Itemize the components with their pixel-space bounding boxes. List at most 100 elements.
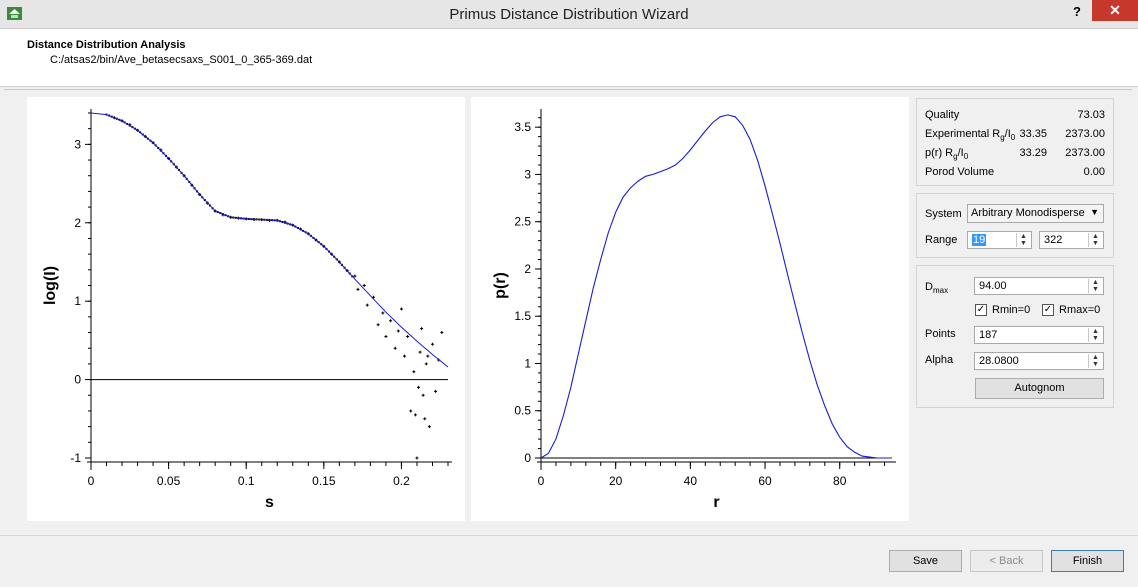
data-point bbox=[381, 311, 385, 315]
pr-i0-value: 2373.00 bbox=[1065, 147, 1105, 159]
data-point bbox=[365, 303, 369, 307]
stepper-up-icon[interactable]: ▲ bbox=[1092, 328, 1099, 335]
dmax-label-text: D bbox=[925, 281, 933, 293]
data-point bbox=[413, 413, 417, 417]
y-tick-label: 0 bbox=[74, 373, 81, 387]
fit-line bbox=[90, 112, 449, 368]
stepper-up-icon[interactable]: ▲ bbox=[1020, 233, 1027, 240]
pr-curve bbox=[540, 114, 892, 459]
pr-label-sub-g: g bbox=[953, 152, 958, 162]
content-frame bbox=[4, 89, 1132, 534]
distance-distribution-plot[interactable]: 0 20 40 60 80 0 0.5 1 1.5 2 2.5 3 3.5 r p(r) bbox=[471, 97, 909, 521]
x-tick-label: 0.15 bbox=[312, 474, 336, 488]
finish-button[interactable]: Finish bbox=[1051, 550, 1124, 572]
pr-rg-value: 33.29 bbox=[1019, 147, 1047, 159]
stepper-down-icon[interactable]: ▼ bbox=[1092, 335, 1099, 342]
y-tick-label: 3 bbox=[74, 137, 81, 151]
pr-rg-i0-label: p(r) Rg/I0 bbox=[925, 147, 968, 161]
stepper-down-icon[interactable]: ▼ bbox=[1092, 286, 1099, 293]
data-point bbox=[403, 354, 407, 358]
stepper-down-icon[interactable]: ▼ bbox=[1020, 240, 1027, 247]
data-point bbox=[417, 385, 421, 389]
y-tick-label: 2 bbox=[74, 216, 81, 230]
alpha-stepper[interactable]: ▲ ▼ bbox=[1088, 354, 1102, 368]
data-point bbox=[421, 393, 425, 397]
back-button[interactable]: < Back bbox=[970, 550, 1043, 572]
x-tick-label: 0 bbox=[88, 474, 95, 488]
quality-label: Quality bbox=[925, 109, 960, 121]
stepper-up-icon[interactable]: ▲ bbox=[1092, 233, 1099, 240]
data-point bbox=[440, 331, 444, 335]
experimental-label-text: Experimental R bbox=[925, 128, 1001, 140]
alpha-label: Alpha bbox=[925, 354, 954, 366]
rmax-checkbox[interactable]: ✓ bbox=[1042, 304, 1054, 316]
stepper-down-icon[interactable]: ▼ bbox=[1092, 240, 1099, 247]
app-icon bbox=[7, 7, 22, 20]
window-title: Primus Distance Distribution Wizard bbox=[449, 6, 689, 23]
statistics-group: Quality 73.03 Experimental Rg/I0 33.35 2… bbox=[916, 98, 1114, 186]
wizard-footer: Save < Back Finish bbox=[0, 535, 1138, 587]
data-point bbox=[396, 329, 400, 333]
data-point bbox=[393, 346, 397, 350]
quality-value: 73.03 bbox=[1077, 109, 1105, 121]
data-point bbox=[412, 370, 416, 374]
close-button[interactable]: ✕ bbox=[1092, 0, 1138, 21]
y-tick-label: 0 bbox=[524, 451, 531, 465]
distance-distribution-plot-svg: 0 20 40 60 80 0 0.5 1 1.5 2 2.5 3 3.5 r p(r) bbox=[492, 109, 896, 511]
x-tick-label: 0.2 bbox=[393, 474, 410, 488]
points-label: Points bbox=[925, 328, 956, 340]
range-end-stepper[interactable]: ▲ ▼ bbox=[1088, 233, 1102, 247]
system-select-value: Arbitrary Monodisperse bbox=[971, 207, 1085, 219]
stepper-down-icon[interactable]: ▼ bbox=[1092, 361, 1099, 368]
experimental-rg-value: 33.35 bbox=[1019, 128, 1047, 140]
experimental-label-sep: /I bbox=[1004, 128, 1011, 140]
data-point bbox=[409, 409, 413, 413]
dmax-input[interactable]: 94.00 ▲ ▼ bbox=[974, 277, 1104, 295]
y-tick-label: 1.5 bbox=[514, 309, 531, 323]
alpha-input[interactable]: 28.0800 ▲ ▼ bbox=[974, 352, 1104, 370]
rmin-label: Rmin=0 bbox=[992, 304, 1031, 316]
stepper-up-icon[interactable]: ▲ bbox=[1092, 279, 1099, 286]
data-point bbox=[415, 456, 419, 460]
data-point bbox=[424, 362, 428, 366]
data-point bbox=[434, 389, 438, 393]
alpha-value: 28.0800 bbox=[979, 355, 1019, 367]
save-button[interactable]: Save bbox=[889, 550, 962, 572]
parameters-group: Dmax 94.00 ▲ ▼ ✓ Rmin=0 ✓ Rmax=0 Points 1… bbox=[916, 265, 1114, 408]
chevron-down-icon: ▼ bbox=[1090, 207, 1099, 217]
pr-label-sub-0: 0 bbox=[963, 152, 969, 162]
data-point bbox=[362, 284, 366, 287]
data-point bbox=[423, 417, 427, 421]
range-end-input[interactable]: 322 ▲ ▼ bbox=[1039, 231, 1104, 249]
x-tick-label: 40 bbox=[684, 474, 698, 488]
y-tick-label: 2 bbox=[524, 262, 531, 276]
dmax-label-sub: max bbox=[932, 286, 949, 296]
data-point bbox=[376, 323, 380, 327]
data-point bbox=[418, 350, 422, 354]
dmax-stepper[interactable]: ▲ ▼ bbox=[1088, 279, 1102, 293]
porod-volume-value: 0.00 bbox=[1083, 166, 1105, 178]
system-select[interactable]: Arbitrary Monodisperse ▼ bbox=[967, 204, 1104, 223]
range-start-input[interactable]: 19 ▲ ▼ bbox=[967, 231, 1032, 249]
data-point bbox=[420, 327, 424, 331]
x-tick-label: 0.1 bbox=[238, 474, 255, 488]
y-tick-label: 2.5 bbox=[514, 215, 531, 229]
range-start-stepper[interactable]: ▲ ▼ bbox=[1016, 233, 1030, 247]
rmin-checkbox[interactable]: ✓ bbox=[975, 304, 987, 316]
pr-label-sep: /I bbox=[957, 147, 964, 159]
autognom-button[interactable]: Autognom bbox=[975, 378, 1104, 399]
x-tick-label: 0.05 bbox=[157, 474, 181, 488]
pr-label-text: p(r) R bbox=[925, 147, 954, 159]
data-point bbox=[426, 354, 430, 358]
data-point bbox=[406, 334, 410, 338]
range-end-value: 322 bbox=[1044, 234, 1063, 246]
points-stepper[interactable]: ▲ ▼ bbox=[1088, 328, 1102, 342]
stepper-up-icon[interactable]: ▲ bbox=[1092, 354, 1099, 361]
experimental-rg-i0-label: Experimental Rg/I0 bbox=[925, 128, 1015, 142]
data-point bbox=[427, 425, 431, 429]
help-button[interactable]: ? bbox=[1073, 4, 1081, 19]
points-input[interactable]: 187 ▲ ▼ bbox=[974, 326, 1104, 344]
file-path: C:/atsas2/bin/Ave_betasecsaxs_S001_0_365… bbox=[50, 54, 313, 66]
intensity-plot[interactable]: 0 0.05 0.1 0.15 0.2 -1 0 1 2 3 s log(I) bbox=[27, 97, 465, 521]
data-point bbox=[356, 287, 360, 291]
